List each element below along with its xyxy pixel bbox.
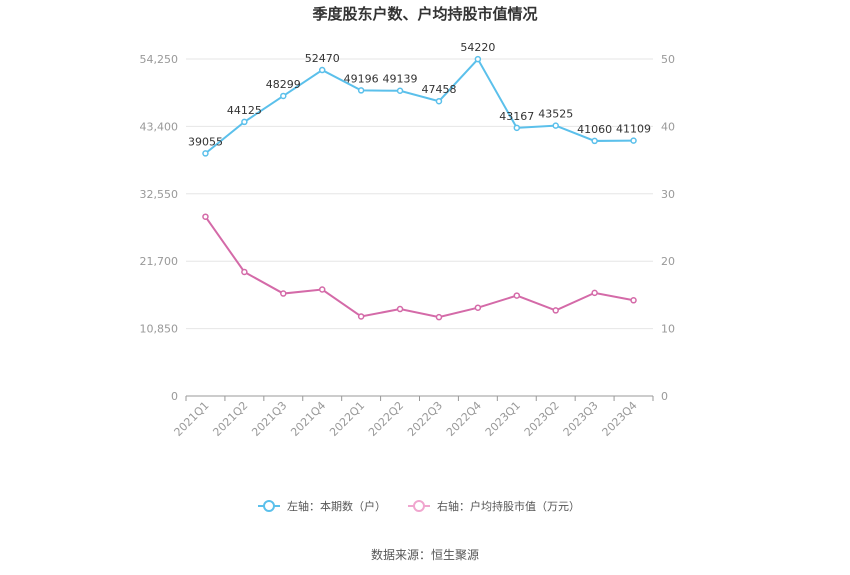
- legend-item-market-value[interactable]: 右轴：户均持股市值（万元）: [408, 499, 580, 513]
- x-tick-label: 2023Q4: [600, 399, 640, 439]
- data-point[interactable]: [513, 124, 521, 132]
- data-label: 41060: [577, 123, 612, 136]
- chart-title: 季度股东户数、户均持股市值情况: [312, 5, 537, 23]
- left-tick-label: 32,550: [140, 188, 179, 201]
- data-point[interactable]: [591, 289, 598, 297]
- data-point[interactable]: [630, 137, 637, 144]
- left-tick-label: 10,850: [140, 323, 179, 336]
- legend: 左轴：本期数（户） 右轴：户均持股市值（万元）: [258, 499, 580, 513]
- data-point[interactable]: [474, 55, 482, 63]
- legend-item-households[interactable]: 左轴：本期数（户）: [258, 499, 386, 513]
- data-point[interactable]: [318, 286, 326, 293]
- data-point[interactable]: [280, 92, 287, 100]
- data-point[interactable]: [202, 213, 209, 220]
- x-tick-label: 2023Q3: [561, 399, 601, 439]
- data-label: 47458: [421, 83, 456, 96]
- series-line-1: [204, 216, 634, 319]
- data-label: 48299: [266, 78, 301, 91]
- data-point[interactable]: [357, 313, 365, 320]
- x-tick-label: 2021Q2: [210, 399, 250, 439]
- grid: [186, 58, 653, 330]
- x-axis: 2021Q12021Q22021Q32021Q42022Q12022Q22022…: [172, 395, 654, 439]
- right-axis: 0 10 20 30 40 50: [661, 53, 675, 403]
- series-line-0: [204, 57, 634, 155]
- x-tick-label: 2021Q4: [288, 399, 328, 439]
- data-point[interactable]: [396, 305, 404, 313]
- x-tick-label: 2022Q1: [327, 399, 367, 439]
- source-note: 数据来源：恒生聚源: [371, 547, 479, 562]
- x-tick-label: 2021Q1: [172, 399, 212, 439]
- data-point[interactable]: [552, 122, 559, 129]
- data-point[interactable]: [435, 313, 443, 321]
- data-label: 43167: [499, 110, 534, 123]
- data-point[interactable]: [513, 292, 521, 299]
- data-label: 43525: [538, 108, 573, 121]
- left-tick-label: 21,700: [140, 255, 179, 268]
- data-point[interactable]: [241, 118, 248, 126]
- data-label: 54220: [460, 41, 495, 54]
- data-point[interactable]: [396, 87, 404, 94]
- data-point[interactable]: [435, 97, 443, 105]
- data-point[interactable]: [552, 307, 559, 314]
- right-tick-label: 0: [661, 390, 668, 403]
- data-label: 49196: [344, 72, 379, 85]
- right-tick-label: 30: [661, 188, 675, 201]
- data-point[interactable]: [591, 137, 598, 145]
- right-tick-label: 50: [661, 53, 675, 66]
- data-label: 49139: [383, 73, 418, 86]
- legend-label: 左轴：本期数（户）: [287, 499, 386, 513]
- left-tick-label: 43,400: [140, 120, 179, 133]
- data-point[interactable]: [630, 297, 637, 304]
- series: [202, 55, 637, 321]
- x-tick-label: 2022Q4: [444, 399, 484, 439]
- x-tick-label: 2022Q3: [405, 399, 445, 439]
- data-label: 52470: [305, 52, 340, 65]
- data-point[interactable]: [357, 87, 365, 94]
- right-tick-label: 20: [661, 255, 675, 268]
- data-label: 41109: [616, 123, 651, 136]
- data-point[interactable]: [318, 66, 326, 74]
- x-tick-label: 2023Q2: [522, 399, 562, 439]
- legend-label: 右轴：户均持股市值（万元）: [437, 499, 580, 513]
- right-tick-label: 40: [661, 120, 675, 133]
- data-point[interactable]: [202, 150, 209, 157]
- x-tick-label: 2022Q2: [366, 399, 406, 439]
- data-point[interactable]: [474, 304, 482, 311]
- data-point[interactable]: [241, 268, 248, 276]
- x-tick-label: 2023Q1: [483, 399, 523, 439]
- data-point[interactable]: [280, 290, 287, 297]
- data-label: 44125: [227, 104, 262, 117]
- x-tick-label: 2021Q3: [249, 399, 289, 439]
- legend-marker-icon: [263, 500, 275, 512]
- left-axis: 0 10,850 21,700 32,550 43,400 54,250: [140, 53, 179, 403]
- left-tick-label: 0: [171, 390, 178, 403]
- left-tick-label: 54,250: [140, 53, 179, 66]
- data-label: 39055: [188, 135, 223, 148]
- right-tick-label: 10: [661, 323, 675, 336]
- legend-marker-icon: [413, 500, 425, 512]
